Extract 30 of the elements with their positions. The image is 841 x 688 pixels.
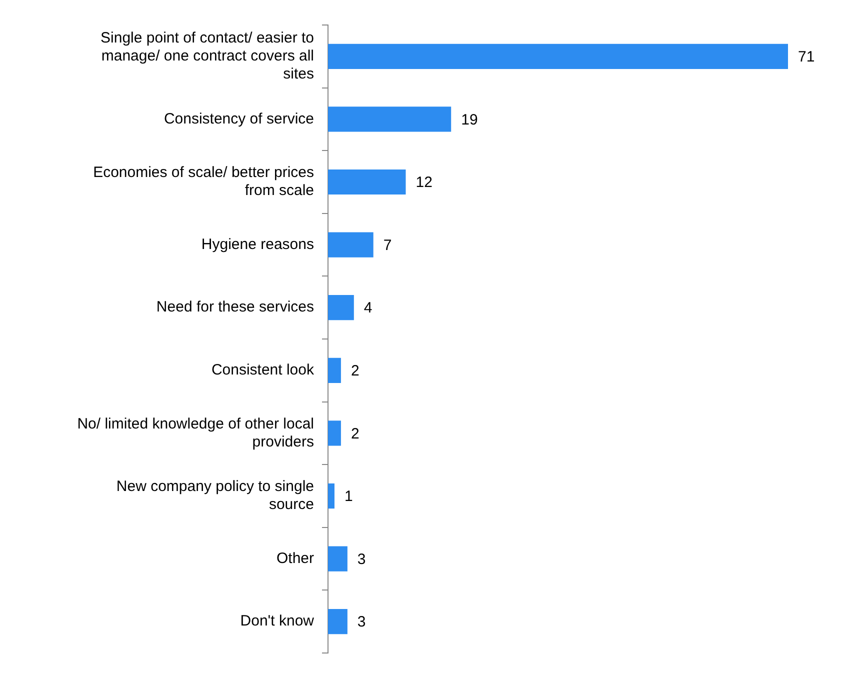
bar — [328, 44, 788, 69]
y-tick-label: Don't know — [240, 612, 314, 630]
data-label: 3 — [357, 614, 366, 631]
bar — [328, 232, 374, 258]
bar — [328, 420, 341, 446]
bar — [328, 358, 341, 383]
y-tick-label: Economies of scale/ better prices from scale — [93, 164, 314, 200]
bar — [328, 169, 406, 195]
data-label: 4 — [364, 300, 372, 317]
y-tick-label: Need for these services — [156, 298, 314, 316]
bar — [328, 106, 452, 132]
data-label: 12 — [416, 174, 432, 192]
bar — [328, 546, 348, 572]
bar — [328, 483, 334, 509]
y-tick-label: No/ limited knowledge of other local providers — [77, 415, 314, 450]
y-tick-label: New company policy to single source — [116, 478, 314, 514]
y-tick-label: Hygiene reasons — [201, 236, 314, 253]
y-tick-label: Single point of contact/ easier to manage/ one contract covers all sites — [100, 30, 314, 83]
data-label: 2 — [350, 425, 360, 442]
y-tick-label: Consistent look — [211, 362, 314, 379]
y-tick-label: Other — [276, 550, 314, 567]
data-label: 1 — [344, 488, 353, 506]
data-label: 7 — [383, 236, 392, 254]
data-label: 19 — [461, 111, 478, 128]
bar — [328, 609, 348, 634]
y-tick-label: Consistency of service — [164, 110, 314, 128]
bar — [328, 295, 354, 320]
data-label: 3 — [357, 550, 366, 568]
data-label: 71 — [798, 48, 815, 66]
data-label: 2 — [350, 362, 360, 380]
